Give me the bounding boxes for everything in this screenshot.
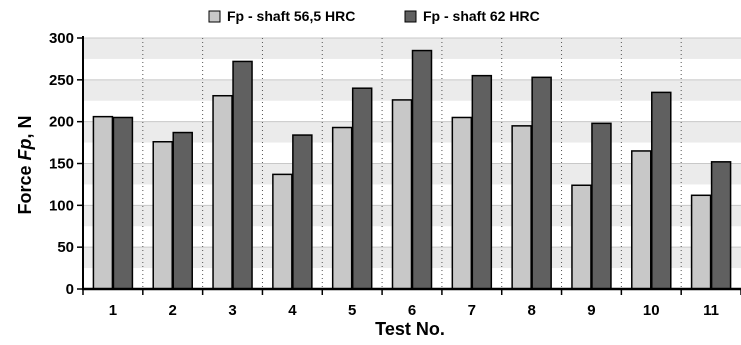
x-tick-label: 8 [527, 302, 535, 319]
legend-label-series-1: Fp - shaft 56,5 HRC [227, 8, 355, 24]
y-axis-title: Force Fp, N [15, 115, 35, 214]
x-tick-label: 5 [348, 302, 356, 319]
x-tick-label: 11 [703, 302, 719, 319]
bar-series-2-test-9 [591, 122, 612, 290]
bar-series-2-test-11 [710, 161, 732, 290]
y-axis-title-symbol: Fp [15, 138, 35, 160]
x-tick-label: 1 [109, 302, 117, 319]
bar-series-2-test-2 [172, 131, 193, 290]
y-axis-title-prefix: Force [15, 160, 35, 214]
bar-series-1-test-11 [690, 194, 712, 290]
grid-band [83, 38, 741, 59]
bar-series-1-test-9 [571, 184, 592, 290]
y-tick-label: 50 [57, 239, 74, 256]
bar-series-2-test-10 [651, 91, 672, 290]
x-tick-label: 6 [408, 302, 416, 319]
bar-series-1-test-5 [331, 126, 353, 290]
y-tick-label: 0 [66, 281, 74, 298]
x-tick-label: 2 [169, 302, 177, 319]
y-tick-labels: 0 50 100 150 200 250 300 [49, 30, 74, 298]
legend: Fp - shaft 56,5 HRC Fp - shaft 62 HRC [208, 8, 540, 24]
bar-series-1-test-6 [391, 99, 413, 290]
bar-series-2-test-5 [351, 87, 373, 290]
legend-swatch-series-2 [404, 10, 417, 23]
bar-series-1-test-8 [511, 125, 532, 290]
x-tick-labels: 1 2 3 4 5 6 7 8 9 10 11 [109, 302, 719, 319]
bar-series-2-test-6 [411, 49, 433, 290]
bar-series-1-test-4 [272, 173, 293, 290]
bar-series-2-test-1 [112, 116, 134, 290]
bar-series-2-test-3 [232, 60, 253, 290]
bar-series-1-test-3 [212, 94, 233, 290]
x-tick-label: 4 [288, 302, 297, 319]
bar-series-2-test-8 [531, 76, 552, 290]
x-tick-label: 3 [228, 302, 236, 319]
bar-series-1-test-2 [152, 140, 173, 290]
y-axis-title-suffix: , N [15, 115, 35, 138]
y-tick-label: 200 [49, 114, 74, 131]
y-tick-label: 250 [49, 72, 74, 89]
legend-swatch-series-1 [208, 10, 221, 23]
x-tick-label: 10 [643, 302, 660, 319]
bar-series-2-test-7 [471, 74, 493, 290]
y-tick-label: 150 [49, 156, 74, 173]
bar-series-1-test-1 [92, 115, 114, 290]
axes [77, 36, 741, 295]
legend-label-series-2: Fp - shaft 62 HRC [423, 8, 540, 24]
x-axis-title: Test No. [375, 319, 445, 339]
y-tick-label: 300 [49, 30, 74, 47]
bar-series-2-test-4 [292, 134, 313, 290]
y-tick-label: 100 [49, 197, 74, 214]
x-tick-label: 9 [587, 302, 595, 319]
bar-series-1-test-10 [631, 150, 652, 290]
x-tick-label: 7 [468, 302, 476, 319]
bars [92, 49, 732, 290]
bar-series-1-test-7 [451, 116, 473, 290]
